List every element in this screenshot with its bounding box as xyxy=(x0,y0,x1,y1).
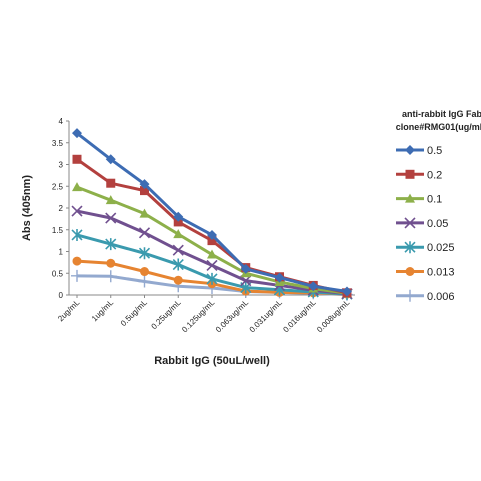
y-tick-label: 0 xyxy=(59,291,64,300)
data-point xyxy=(207,229,217,240)
data-point xyxy=(173,229,184,239)
y-tick-label: 2.5 xyxy=(52,182,64,191)
y-tick-label: 1 xyxy=(59,248,64,257)
legend-marker xyxy=(405,169,415,179)
legend-label: 0.05 xyxy=(427,218,448,230)
legend-label: 0.013 xyxy=(427,267,455,279)
x-tick-label: 1ug/mL xyxy=(90,298,116,324)
data-point xyxy=(140,186,149,196)
data-point xyxy=(172,244,184,256)
data-point xyxy=(308,281,319,292)
axes xyxy=(68,121,355,296)
series-layer xyxy=(71,128,353,301)
y-axis-title: Abs (405nm) xyxy=(21,175,33,241)
data-point xyxy=(172,258,184,271)
legend-items: 0.5 0.2 0.1 0.05 0.025 0.013 0.006 xyxy=(396,145,455,303)
legend-marker xyxy=(404,217,416,229)
legend-title-line-2: clone#RMG01(ug/mL) xyxy=(396,122,481,132)
data-point xyxy=(139,208,150,218)
legend-item-0.05: 0.05 xyxy=(396,217,448,230)
series-line xyxy=(76,131,348,294)
y-axis-ticks: 0 0.5 1 1.5 2 2.5 3 3.5 4 xyxy=(52,117,69,300)
data-point xyxy=(206,259,218,271)
legend-marker xyxy=(405,267,415,276)
legend-item-0.1: 0.1 xyxy=(396,193,442,206)
legend-label: 0.2 xyxy=(427,169,442,181)
data-point xyxy=(206,272,218,285)
x-axis-ticks: 2ug/mL 1ug/mL 0.5ug/mL 0.25ug/mL0.125ug/mL0… xyxy=(56,295,352,334)
data-point xyxy=(138,275,151,288)
data-point xyxy=(138,227,151,239)
legend-item-0.025: 0.025 xyxy=(396,241,455,254)
legend: anti-rabbit IgG Fab clone#RMG01(ug/mL) 0… xyxy=(396,109,481,303)
data-point xyxy=(173,217,183,227)
legend-label: 0.006 xyxy=(427,291,455,303)
legend-label: 0.025 xyxy=(427,242,455,254)
data-point xyxy=(240,263,251,274)
y-tick-label: 2 xyxy=(59,204,64,213)
data-point xyxy=(140,267,149,277)
x-tick-label: 0.063ug/mL xyxy=(214,298,251,335)
data-point xyxy=(240,275,252,287)
data-point xyxy=(104,270,117,283)
y-tick-label: 1.5 xyxy=(52,226,64,235)
series-0.025 xyxy=(71,228,353,301)
y-tick-label: 3.5 xyxy=(52,139,64,148)
y-tick-label: 0.5 xyxy=(52,269,64,278)
data-point xyxy=(138,247,151,260)
data-point xyxy=(71,269,83,282)
data-point xyxy=(105,212,117,224)
x-tick-label: 0.5ug/mL xyxy=(119,298,149,328)
data-point xyxy=(72,256,82,266)
data-point xyxy=(106,258,116,268)
data-point xyxy=(342,286,352,297)
y-tick-label: 3 xyxy=(59,161,64,170)
data-point xyxy=(207,249,217,259)
legend-label: 0.1 xyxy=(427,194,442,206)
data-point xyxy=(105,195,116,205)
legend-item-0.013: 0.013 xyxy=(396,267,455,279)
legend-title-line-1: anti-rabbit IgG Fab xyxy=(402,109,481,119)
data-point xyxy=(71,205,83,217)
x-tick-label: 2ug/mL xyxy=(56,298,82,324)
data-point xyxy=(274,272,285,283)
legend-marker xyxy=(405,145,415,155)
legend-item-0.5: 0.5 xyxy=(396,145,442,157)
legend-item-0.2: 0.2 xyxy=(396,169,442,181)
data-point xyxy=(71,228,83,241)
data-point xyxy=(72,182,82,192)
x-tick-label: 0.016ug/mL xyxy=(281,298,318,335)
data-point xyxy=(105,238,117,251)
series-0.5 xyxy=(72,128,352,297)
data-point xyxy=(173,275,183,285)
data-point xyxy=(106,178,116,188)
legend-marker xyxy=(404,241,416,254)
data-point xyxy=(207,236,217,246)
x-tick-label: 0.125ug/mL xyxy=(180,298,217,335)
legend-label: 0.5 xyxy=(427,145,442,157)
legend-marker xyxy=(404,289,416,302)
x-tick-label: 0.25ug/mL xyxy=(150,298,183,331)
data-point xyxy=(72,128,82,139)
x-tick-label: 0.031ug/mL xyxy=(248,298,285,335)
series-line xyxy=(76,158,348,295)
data-point xyxy=(72,154,82,164)
legend-marker xyxy=(405,193,415,203)
x-tick-label: 0.008ug/mL xyxy=(315,298,352,335)
data-point xyxy=(139,179,150,190)
y-tick-label: 4 xyxy=(59,117,64,126)
data-point xyxy=(173,211,184,222)
x-axis-title: Rabbit IgG (50uL/well) xyxy=(154,355,270,367)
data-point xyxy=(105,154,116,165)
legend-item-0.006: 0.006 xyxy=(396,289,455,303)
